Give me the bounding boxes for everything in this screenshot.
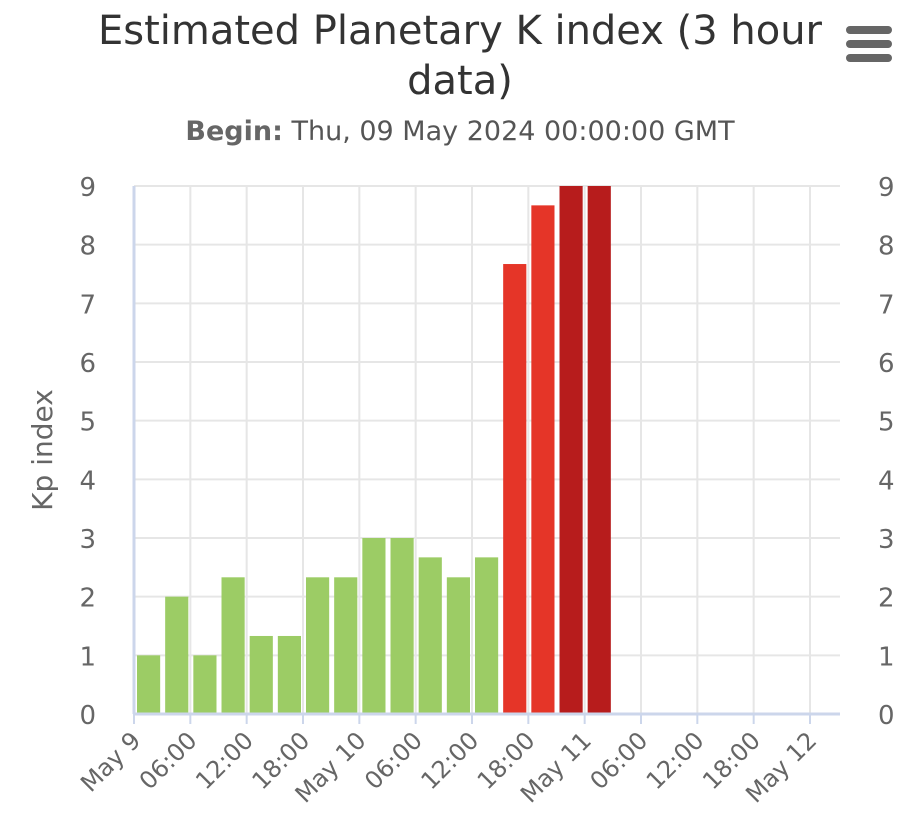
y-tick-label-left: 3 [79,525,96,555]
kp-bar [137,655,161,714]
y-tick-label-left: 5 [79,408,96,438]
kp-bar [531,205,555,715]
y-tick-label-left: 6 [79,349,96,379]
kp-bar [418,557,442,714]
kp-bar [362,538,386,714]
kp-bar [249,635,273,714]
x-tick-label: 12:00 [416,726,485,795]
chart-title: Estimated Planetary K index (3 hour data… [97,8,822,104]
x-tick-label: 06:00 [359,726,428,795]
y-tick-label-left: 4 [79,466,96,496]
y-tick-label-right: 4 [878,466,895,496]
kp-bar [587,186,611,714]
x-tick-label: 12:00 [641,726,710,795]
y-tick-label-left: 8 [79,232,96,262]
kp-bar [390,538,414,714]
y-tick-label-right: 2 [878,584,895,614]
x-tick-label: 06:00 [134,726,203,795]
y-tick-label-left: 2 [79,584,96,614]
y-tick-label-left: 1 [79,642,96,672]
y-axis-title: Kp index [26,389,59,511]
kp-bar [306,577,330,714]
y-tick-label-right: 0 [878,701,895,731]
y-tick-label-left: 0 [79,701,96,731]
subtitle-value: Thu, 09 May 2024 00:00:00 GMT [282,116,735,147]
bar-series [137,186,611,715]
kp-bar [446,577,470,714]
kp-bar [559,186,583,714]
subtitle-label: Begin: [185,116,283,147]
y-tick-label-right: 6 [878,349,895,379]
kp-bar [221,577,245,714]
chart-subtitle: Begin: Thu, 09 May 2024 00:00:00 GMT [60,116,860,147]
y-tick-label-right: 5 [878,408,895,438]
x-tick-label: 12:00 [190,726,259,795]
y-tick-label-right: 8 [878,232,895,262]
y-tick-label-right: 1 [878,642,895,672]
y-tick-label-right: 7 [878,290,895,320]
kp-bar [475,557,499,714]
kp-bar [165,596,189,714]
kp-bar [193,655,217,714]
y-tick-label-right: 9 [878,173,895,203]
x-tick-label: 06:00 [585,726,654,795]
y-tick-label-right: 3 [878,525,895,555]
kp-bar [334,577,358,714]
y-tick-label-left: 9 [79,173,96,203]
hamburger-menu-icon[interactable] [846,26,892,62]
y-tick-label-left: 7 [79,290,96,320]
kp-bar [503,264,527,714]
kp-bar [277,635,301,714]
x-tick-label: May 9 [75,726,146,797]
